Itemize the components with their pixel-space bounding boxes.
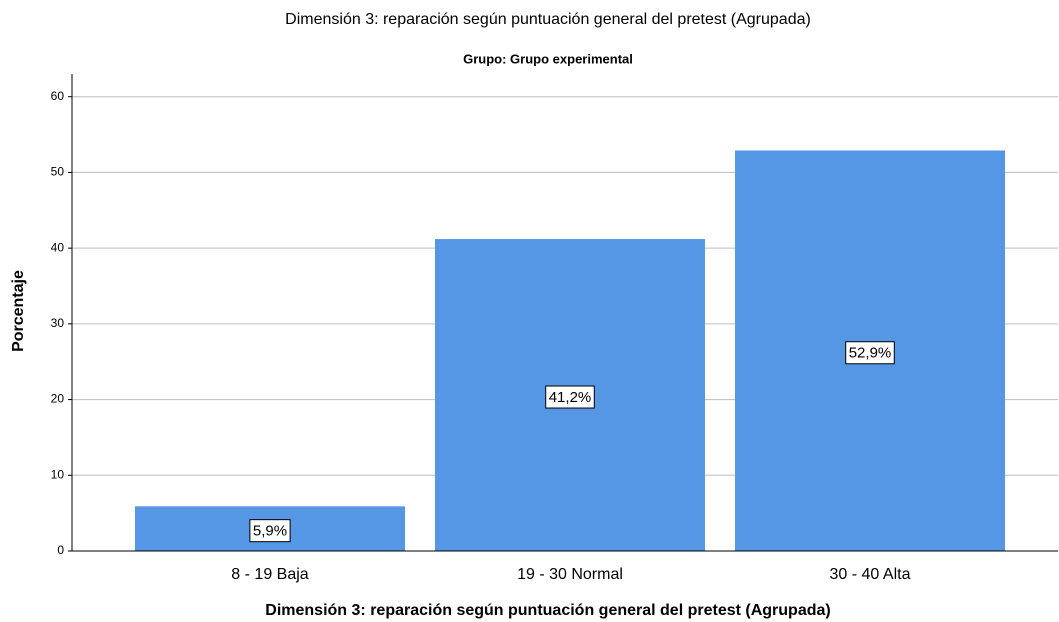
x-axis-title: Dimensión 3: reparación según puntuación… (265, 602, 830, 619)
value-label-box (845, 341, 895, 365)
value-label: 52,9% (849, 345, 892, 362)
y-tick-label: 0 (57, 543, 64, 557)
chart-subtitle: Grupo: Grupo experimental (463, 51, 633, 66)
x-tick-label: 19 - 30 Normal (517, 566, 623, 583)
y-tick-label: 60 (51, 89, 65, 103)
y-tick-label: 30 (51, 316, 65, 330)
x-tick-label: 8 - 19 Baja (231, 566, 308, 583)
y-tick-label: 10 (51, 467, 65, 481)
y-axis-title: Porcentaje (10, 270, 27, 352)
value-label-box (545, 385, 595, 409)
y-tick-label: 50 (51, 165, 65, 179)
value-label: 41,2% (549, 389, 592, 406)
value-label: 5,9% (253, 523, 287, 540)
chart-title: Dimensión 3: reparación según puntuación… (285, 11, 811, 28)
value-label-box (249, 519, 291, 543)
x-tick-label: 30 - 40 Alta (830, 566, 911, 583)
y-tick-label: 40 (51, 240, 65, 254)
y-tick-label: 20 (51, 392, 65, 406)
